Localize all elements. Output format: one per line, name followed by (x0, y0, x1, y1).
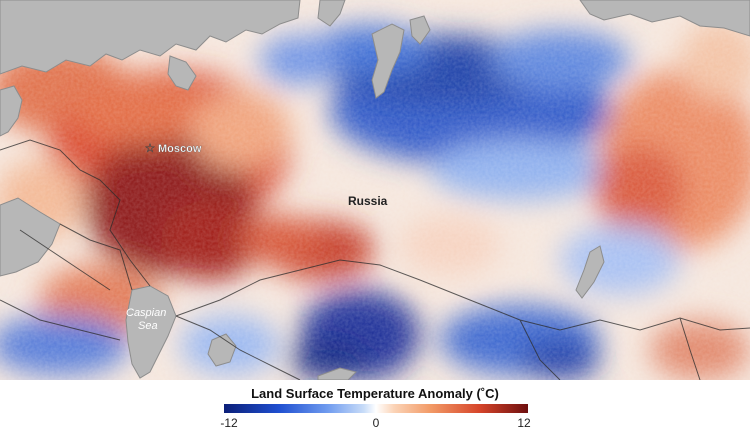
yenisei-gulf (409, 15, 431, 45)
white-sea (167, 55, 197, 91)
kara-sea-inlet (317, 0, 346, 27)
lake-baikal (575, 245, 605, 299)
moscow-marker: ☆ Moscow (144, 141, 202, 155)
baltic-sea (0, 85, 23, 137)
moscow-label: Moscow (158, 143, 202, 155)
moscow-star-icon: ☆ (145, 141, 156, 155)
legend-mid-label: 0 (372, 416, 380, 430)
legend-title: Land Surface Temperature Anomaly (˚C) (251, 386, 499, 401)
legend-colorbar (224, 404, 528, 413)
arctic-ocean-west (0, 0, 301, 75)
ob-gulf (371, 23, 405, 99)
caspian-label-line2: Sea (138, 320, 158, 332)
legend-min-label: -12 (220, 416, 238, 430)
caspian-label-line1: Caspian (126, 307, 166, 319)
russia-label: Russia (348, 194, 388, 208)
temperature-anomaly-map: ☆ Moscow Russia Caspian Sea (0, 0, 750, 380)
legend-max-label: 12 (517, 416, 531, 430)
caspian-label: Caspian Sea (126, 307, 166, 332)
arctic-ocean-east (579, 0, 750, 37)
aral-sea (207, 333, 237, 367)
country-borders (0, 139, 750, 380)
lake-balkhash (317, 367, 357, 380)
caspian-sea (125, 285, 177, 379)
legend: Land Surface Temperature Anomaly (˚C) -1… (0, 380, 750, 430)
